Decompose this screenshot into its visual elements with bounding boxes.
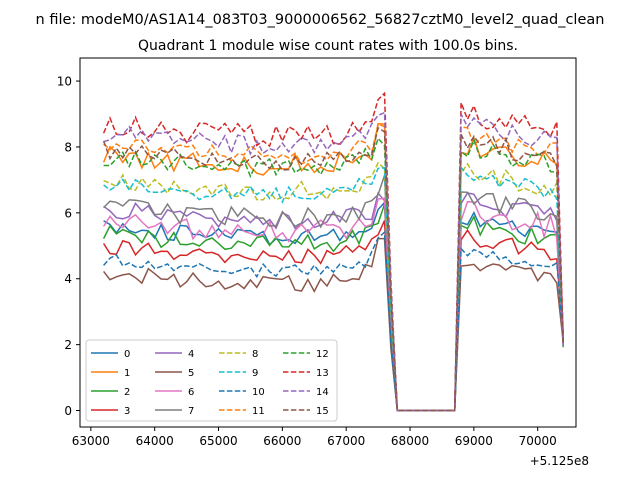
x-tick-label: 67000 [327, 434, 365, 448]
legend-box [85, 339, 338, 422]
legend-label-11: 11 [252, 406, 265, 417]
series-line-5 [103, 237, 564, 412]
legend-label-2: 2 [124, 387, 130, 398]
x-tick-label: 70000 [519, 434, 557, 448]
legend-label-8: 8 [252, 349, 258, 360]
series-line-10 [103, 230, 564, 412]
y-tick-label: 10 [57, 75, 72, 89]
x-tick-label: 65000 [199, 434, 237, 448]
x-tick-label: 69000 [455, 434, 493, 448]
legend-label-12: 12 [316, 349, 329, 360]
legend-label-10: 10 [252, 387, 265, 398]
series-line-1 [102, 122, 564, 412]
chart-title: Quadrant 1 module wise count rates with … [138, 38, 518, 54]
y-tick-label: 4 [64, 272, 72, 286]
y-tick-label: 0 [64, 404, 72, 418]
y-tick-label: 2 [64, 338, 72, 352]
series-line-7 [103, 175, 564, 412]
y-tick-label: 8 [64, 140, 72, 154]
axes-layer: 63000 64000 65000 66000 67000 68000 69000 70000… [57, 57, 577, 448]
y-tick-label: 6 [64, 206, 72, 220]
series-line-13 [102, 91, 564, 412]
series-line-3 [102, 220, 564, 412]
series-line-9 [103, 165, 564, 412]
figure-suptitle: n file: modeM0/AS1A14_083T03_9000006562_… [36, 12, 605, 28]
series-line-11 [103, 123, 564, 412]
series-line-8 [103, 161, 564, 412]
legend-label-7: 7 [188, 406, 194, 417]
legend-label-5: 5 [188, 368, 194, 379]
series-line-14 [103, 111, 564, 412]
legend-label-9: 9 [252, 368, 258, 379]
series-line-12 [103, 136, 564, 412]
legend-label-14: 14 [316, 387, 329, 398]
series-line-4 [103, 191, 564, 412]
x-offset-label: +5.125e8 [530, 454, 589, 468]
legend-label-15: 15 [316, 406, 329, 417]
x-tick-label: 63000 [72, 434, 110, 448]
legend-label-4: 4 [188, 349, 194, 360]
legend-label-13: 13 [316, 368, 329, 379]
legend-label-3: 3 [124, 406, 130, 417]
series-layer [102, 91, 564, 412]
x-tick-label: 68000 [391, 434, 429, 448]
x-tick-label: 66000 [263, 434, 301, 448]
series-line-15 [102, 126, 564, 412]
legend-label-1: 1 [124, 368, 130, 379]
x-tick-label: 64000 [136, 434, 174, 448]
axes-frame [79, 57, 577, 428]
legend-label-0: 0 [124, 349, 130, 360]
legend-label-6: 6 [188, 387, 194, 398]
